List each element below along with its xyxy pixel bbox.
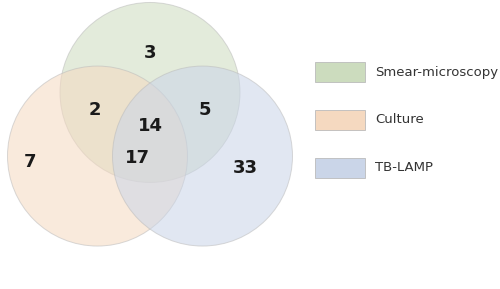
FancyBboxPatch shape xyxy=(315,158,365,178)
Text: 2: 2 xyxy=(89,101,101,119)
Ellipse shape xyxy=(60,3,240,182)
FancyBboxPatch shape xyxy=(315,110,365,130)
Text: TB-LAMP: TB-LAMP xyxy=(375,161,433,174)
Text: 3: 3 xyxy=(144,45,156,62)
Text: 7: 7 xyxy=(24,153,36,171)
Text: 5: 5 xyxy=(199,101,211,119)
Text: Culture: Culture xyxy=(375,114,424,126)
Ellipse shape xyxy=(112,66,292,246)
Text: 14: 14 xyxy=(138,117,162,135)
Ellipse shape xyxy=(8,66,188,246)
Text: Smear-microscopy: Smear-microscopy xyxy=(375,66,498,79)
FancyBboxPatch shape xyxy=(315,62,365,82)
Text: 33: 33 xyxy=(232,159,258,177)
Text: 17: 17 xyxy=(125,149,150,166)
